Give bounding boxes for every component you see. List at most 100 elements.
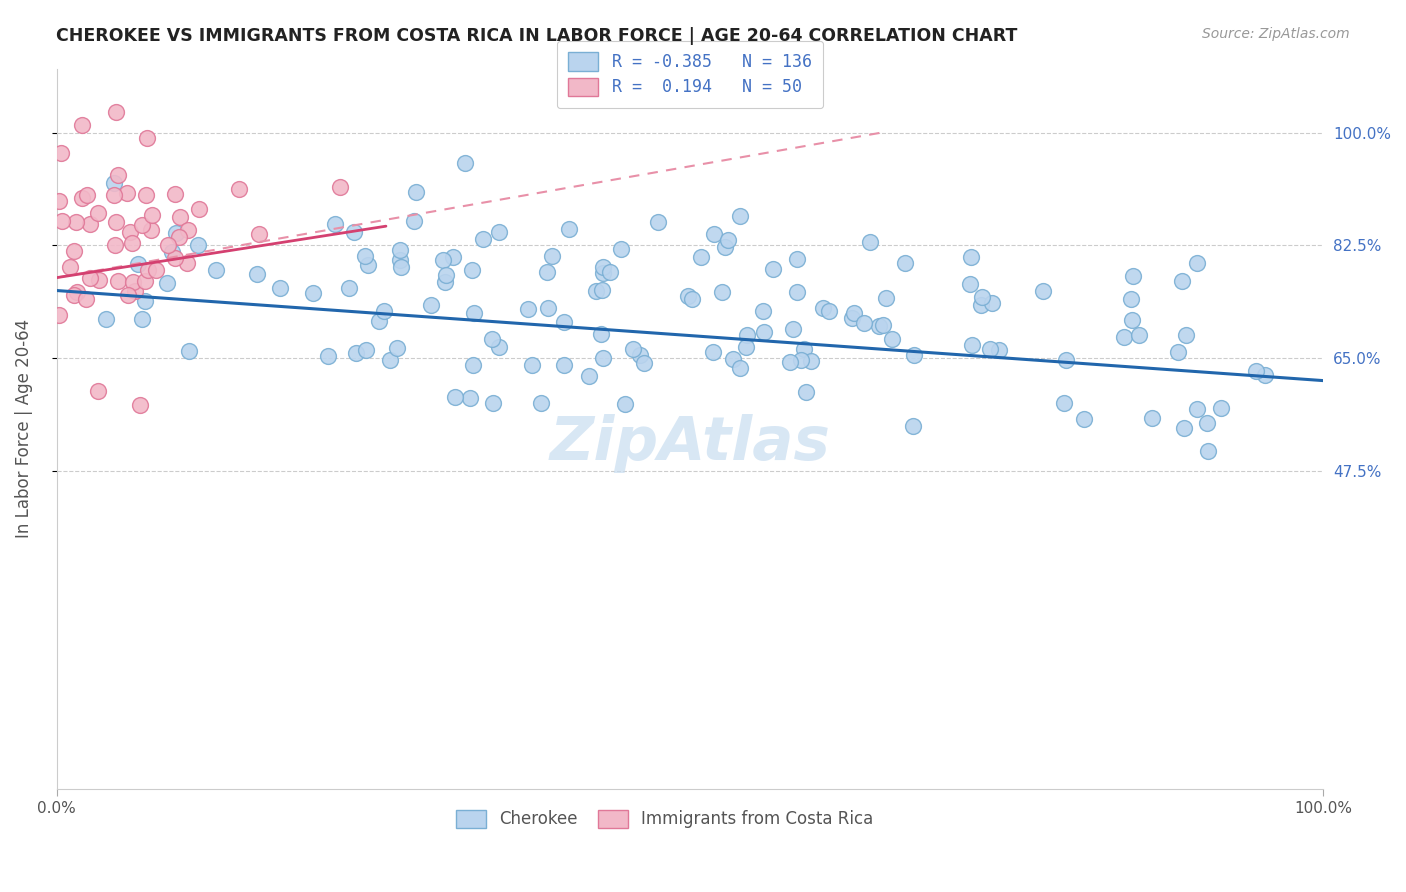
Point <box>621 343 644 357</box>
Point <box>337 280 360 294</box>
Point <box>228 182 250 196</box>
Point <box>1140 410 1163 425</box>
Point <box>1197 444 1219 458</box>
Point <box>868 319 890 334</box>
Point <box>124 284 146 298</box>
Point <box>481 333 503 347</box>
Point <box>730 361 752 376</box>
Point <box>105 214 128 228</box>
Point <box>353 249 375 263</box>
Point <box>558 222 581 236</box>
Point <box>165 251 187 265</box>
Point <box>553 358 575 372</box>
Point <box>541 249 564 263</box>
Point <box>141 208 163 222</box>
Point <box>441 250 464 264</box>
Point <box>107 169 129 183</box>
Point <box>793 342 815 356</box>
Point <box>970 298 993 312</box>
Point <box>1128 328 1150 343</box>
Point <box>156 276 179 290</box>
Point <box>585 284 607 298</box>
Point <box>378 353 401 368</box>
Point <box>536 265 558 279</box>
Point <box>872 318 894 332</box>
Point <box>131 218 153 232</box>
Point <box>735 340 758 354</box>
Point <box>647 215 669 229</box>
Point <box>894 255 917 269</box>
Point <box>176 256 198 270</box>
Point <box>578 369 600 384</box>
Point <box>59 260 82 274</box>
Point <box>1112 330 1135 344</box>
Point <box>48 194 70 208</box>
Point <box>115 186 138 201</box>
Point <box>86 384 108 399</box>
Point <box>89 273 111 287</box>
Point <box>488 225 510 239</box>
Point <box>94 311 117 326</box>
Point <box>187 202 209 216</box>
Point <box>786 285 808 300</box>
Point <box>488 340 510 354</box>
Point <box>592 266 614 280</box>
Point <box>903 348 925 362</box>
Point <box>711 285 734 299</box>
Point <box>713 240 735 254</box>
Point <box>678 289 700 303</box>
Point <box>419 298 441 312</box>
Point <box>316 349 339 363</box>
Point <box>859 235 882 249</box>
Point <box>681 292 703 306</box>
Point <box>589 327 612 342</box>
Point <box>959 251 981 265</box>
Point <box>70 191 93 205</box>
Point <box>134 293 156 308</box>
Point <box>959 277 981 292</box>
Point <box>187 238 209 252</box>
Point <box>471 231 494 245</box>
Point <box>79 271 101 285</box>
Point <box>988 343 1011 358</box>
Point <box>458 391 481 405</box>
Point <box>70 118 93 132</box>
Point <box>169 210 191 224</box>
Point <box>436 268 458 283</box>
Point <box>979 342 1001 356</box>
Point <box>728 209 751 223</box>
Point <box>329 180 352 194</box>
Point <box>530 396 553 410</box>
Point <box>127 257 149 271</box>
Point <box>205 262 228 277</box>
Point <box>139 223 162 237</box>
Point <box>852 316 875 330</box>
Point <box>1195 417 1218 431</box>
Point <box>537 301 560 315</box>
Point <box>134 274 156 288</box>
Point <box>522 359 544 373</box>
Point <box>354 343 377 358</box>
Point <box>135 188 157 202</box>
Point <box>794 384 817 399</box>
Point <box>389 252 412 267</box>
Point <box>980 296 1002 310</box>
Point <box>690 250 713 264</box>
Point <box>346 345 368 359</box>
Point <box>301 286 323 301</box>
Point <box>385 341 408 355</box>
Point <box>779 355 801 369</box>
Y-axis label: In Labor Force | Age 20-64: In Labor Force | Age 20-64 <box>15 319 32 539</box>
Point <box>388 243 411 257</box>
Point <box>75 293 97 307</box>
Point <box>121 276 143 290</box>
Point <box>1209 401 1232 416</box>
Point <box>404 214 426 228</box>
Point <box>86 206 108 220</box>
Point <box>432 253 454 268</box>
Point <box>752 304 775 318</box>
Point <box>903 419 925 434</box>
Point <box>610 242 633 256</box>
Point <box>454 156 477 170</box>
Point <box>1122 269 1144 284</box>
